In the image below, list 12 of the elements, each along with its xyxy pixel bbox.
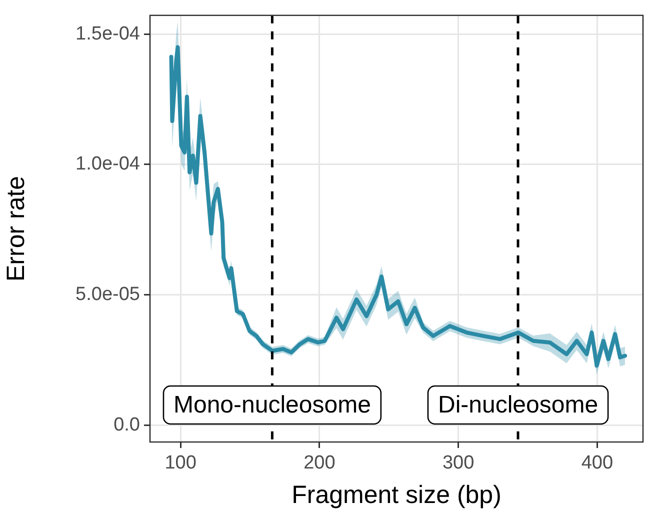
x-tick-label: 200 [304,452,336,474]
y-axis-title: Error rate [2,176,30,282]
x-tick-label: 400 [581,452,614,474]
x-tick-label: 300 [442,452,474,474]
y-tick-label: 1.0e-04 [76,154,140,175]
x-tick-label: 100 [164,452,196,474]
y-tick-label: 0.0 [114,414,140,436]
ref-line-label: Di-nucleosome [438,392,598,419]
y-tick-label: 1.5e-04 [76,23,140,44]
x-axis-title: Fragment size (bp) [292,480,502,509]
ref-line-label: Mono-nucleosome [173,392,371,419]
y-tick-label: 5.0e-05 [76,284,140,305]
